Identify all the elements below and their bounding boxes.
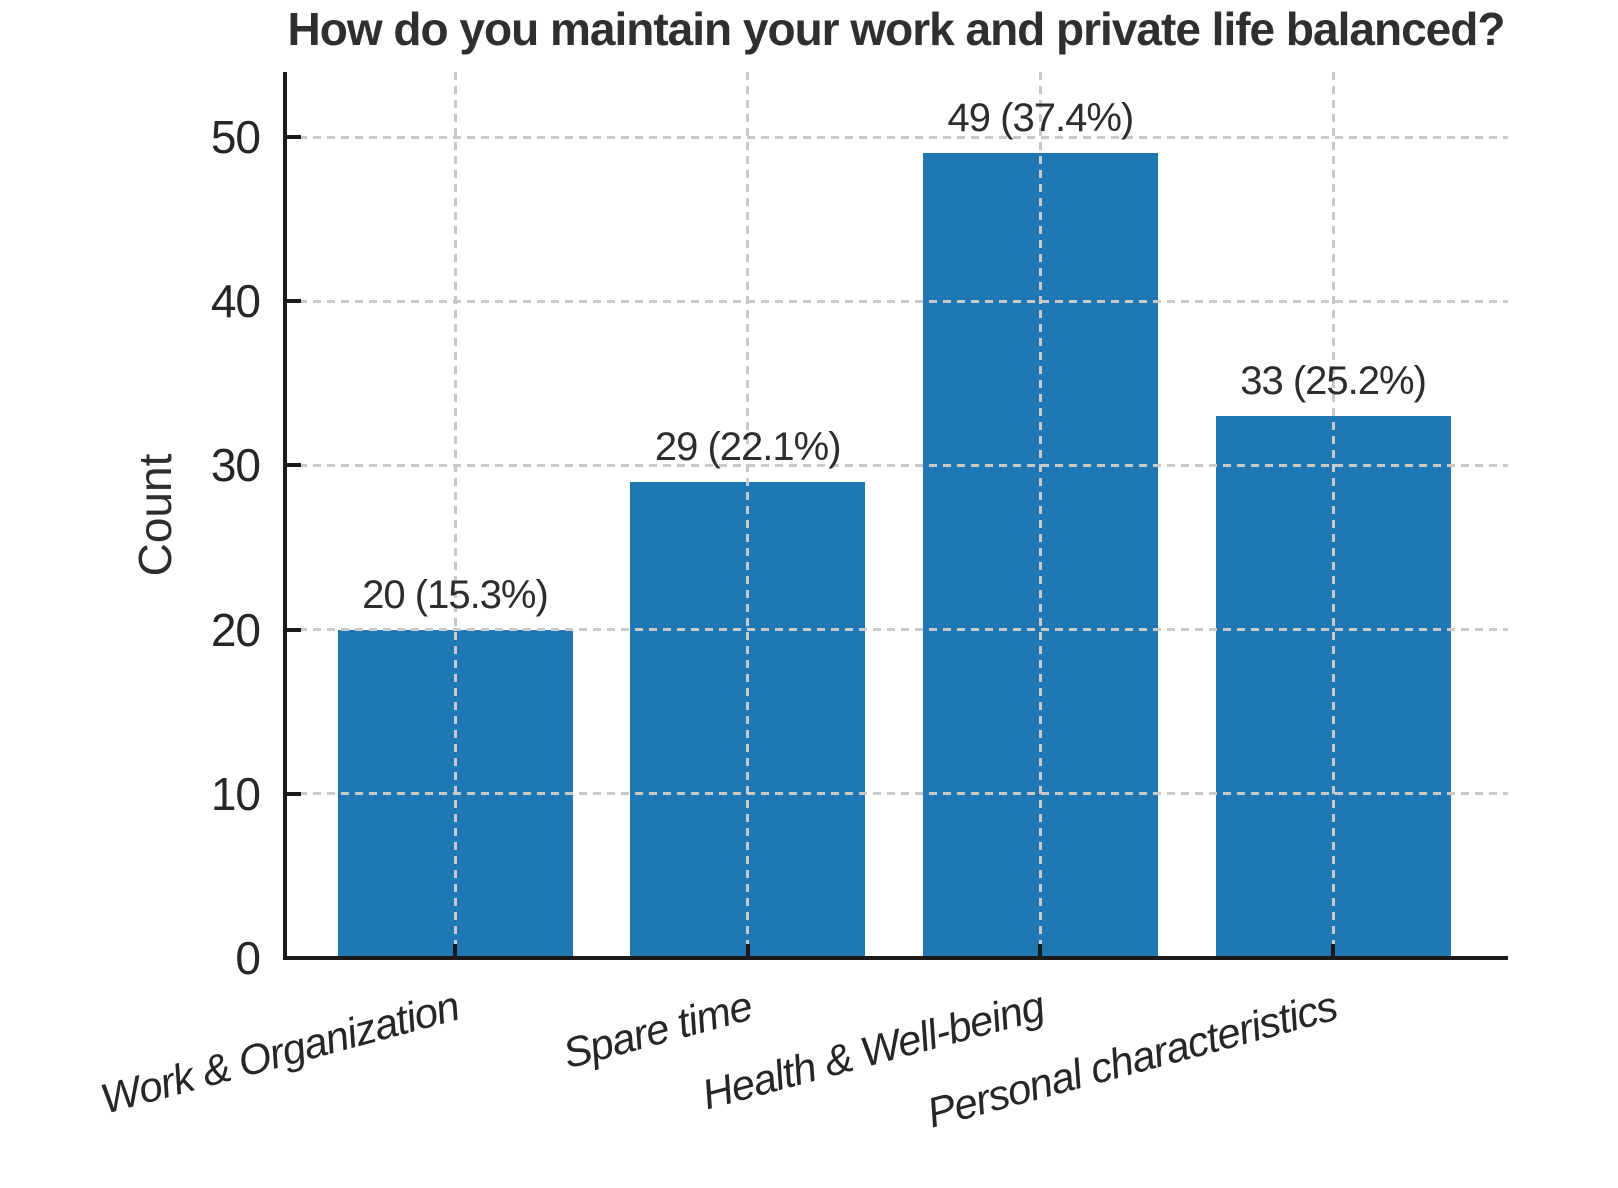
gridline-v-3 — [1331, 72, 1335, 958]
gridline-h-30 — [285, 463, 1508, 467]
gridline-h-40 — [285, 299, 1508, 303]
y-tick-mark-20 — [287, 627, 301, 632]
y-tick-mark-50 — [287, 135, 301, 139]
bar-value-label-1: 29 (22.1%) — [654, 424, 842, 469]
bar-value-label-2: 49 (37.4%) — [947, 96, 1135, 141]
x-tick-mark-1 — [745, 944, 750, 958]
bar-value-label-3: 33 (25.2%) — [1240, 359, 1427, 404]
y-tick-mark-0 — [287, 956, 301, 960]
y-tick-label-50: 50 — [210, 111, 261, 163]
y-tick-mark-10 — [287, 791, 301, 796]
y-tick-label-0: 0 — [235, 932, 261, 984]
y-tick-label-20: 20 — [210, 603, 261, 656]
gridline-h-10 — [285, 792, 1508, 796]
chart-title: How do you maintain your work and privat… — [287, 3, 1506, 55]
gridline-h-20 — [285, 628, 1508, 632]
x-tick-mark-0 — [453, 944, 457, 958]
x-axis-spine — [283, 956, 1508, 960]
gridline-v-2 — [1038, 72, 1042, 958]
y-axis-spine — [283, 72, 287, 960]
y-tick-mark-30 — [287, 463, 301, 468]
gridline-v-0 — [453, 72, 457, 958]
gridline-v-1 — [746, 72, 750, 958]
y-tick-label-30: 30 — [210, 439, 261, 492]
x-tick-mark-2 — [1038, 944, 1043, 958]
gridline-h-50 — [285, 135, 1508, 139]
y-tick-mark-40 — [287, 299, 301, 304]
x-tick-mark-3 — [1331, 944, 1336, 958]
bar-value-label-0: 20 (15.3%) — [362, 572, 549, 617]
y-tick-label-10: 10 — [210, 767, 261, 820]
y-tick-label-40: 40 — [210, 275, 261, 328]
